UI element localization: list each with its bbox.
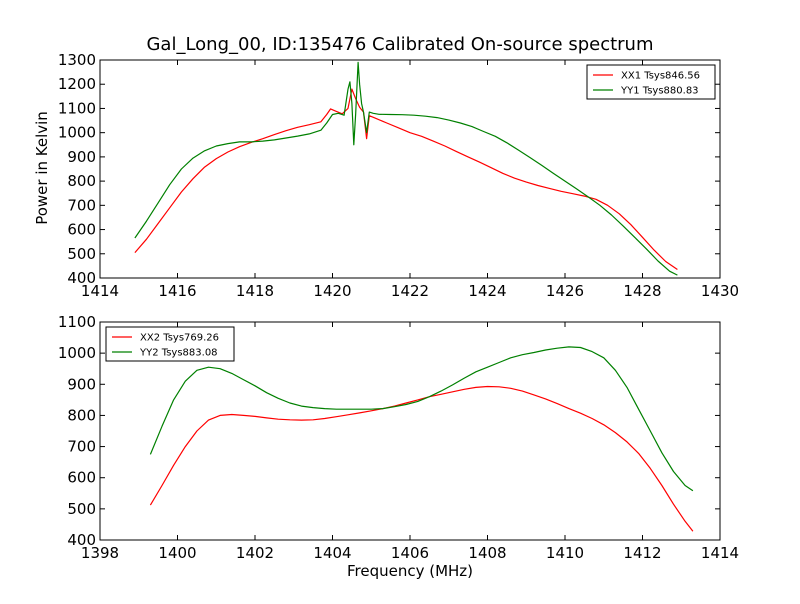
bottom-y-tick-label: 700 [67, 438, 96, 456]
top-y-tick-label: 700 [67, 196, 96, 214]
top-y-tick-label: 600 [67, 221, 96, 239]
bottom-y-tick-label: 800 [67, 406, 96, 424]
top-legend-label-2: YY1 Tsys880.83 [620, 86, 699, 97]
top-y-axis-label: Power in Kelvin [33, 111, 51, 225]
top-legend-label-1: XX1 Tsys846.56 [621, 71, 700, 82]
top-x-tick-label: 1422 [391, 282, 429, 300]
bottom-x-tick-label: 1398 [81, 544, 119, 562]
bottom-y-tick-label: 1100 [58, 313, 96, 331]
bottom-x-tick-label: 1414 [701, 544, 739, 562]
top-y-tick-label: 900 [67, 148, 96, 166]
chart-title: Gal_Long_00, ID:135476 Calibrated On-sou… [146, 34, 654, 55]
bottom-series-line-2 [149, 346, 694, 492]
bottom-x-tick-label: 1406 [391, 544, 429, 562]
top-y-tick-label: 500 [67, 245, 96, 263]
top-y-tick-label: 1200 [58, 75, 96, 93]
bottom-y-tick-label: 900 [67, 375, 96, 393]
top-y-tick-label: 1100 [58, 99, 96, 117]
top-x-tick-label: 1416 [158, 282, 196, 300]
bottom-legend-label-1: XX2 Tsys769.26 [140, 333, 219, 344]
bottom-x-tick-label: 1408 [468, 544, 506, 562]
top-y-tick-label: 800 [67, 172, 96, 190]
bottom-x-tick-label: 1404 [313, 544, 351, 562]
bottom-legend-label-2: YY2 Tsys883.08 [139, 348, 218, 359]
top-legend-box [586, 64, 716, 100]
bottom-series-line-1 [149, 385, 694, 532]
top-x-tick-label: 1428 [623, 282, 661, 300]
bottom-y-tick-label: 600 [67, 469, 96, 487]
bottom-y-tick-label: 400 [67, 531, 96, 549]
top-x-tick-label: 1414 [81, 282, 119, 300]
top-x-tick-label: 1424 [468, 282, 506, 300]
top-series-line-1 [134, 88, 678, 270]
bottom-x-axis-label: Frequency (MHz) [346, 562, 474, 580]
bottom-x-tick-label: 1410 [546, 544, 584, 562]
bottom-x-tick-label: 1402 [236, 544, 274, 562]
top-y-tick-label: 1300 [58, 51, 96, 69]
bottom-x-tick-label: 1400 [158, 544, 196, 562]
top-series-line-2 [134, 61, 678, 276]
top-x-tick-label: 1418 [236, 282, 274, 300]
top-x-tick-label: 1426 [546, 282, 584, 300]
bottom-legend-box [105, 326, 235, 362]
bottom-y-tick-label: 1000 [58, 344, 96, 362]
top-y-tick-label: 400 [67, 269, 96, 287]
top-x-tick-label: 1420 [313, 282, 351, 300]
top-y-tick-label: 1000 [58, 124, 96, 142]
bottom-y-tick-label: 500 [67, 500, 96, 518]
top-x-tick-label: 1430 [701, 282, 739, 300]
bottom-x-tick-label: 1412 [623, 544, 661, 562]
